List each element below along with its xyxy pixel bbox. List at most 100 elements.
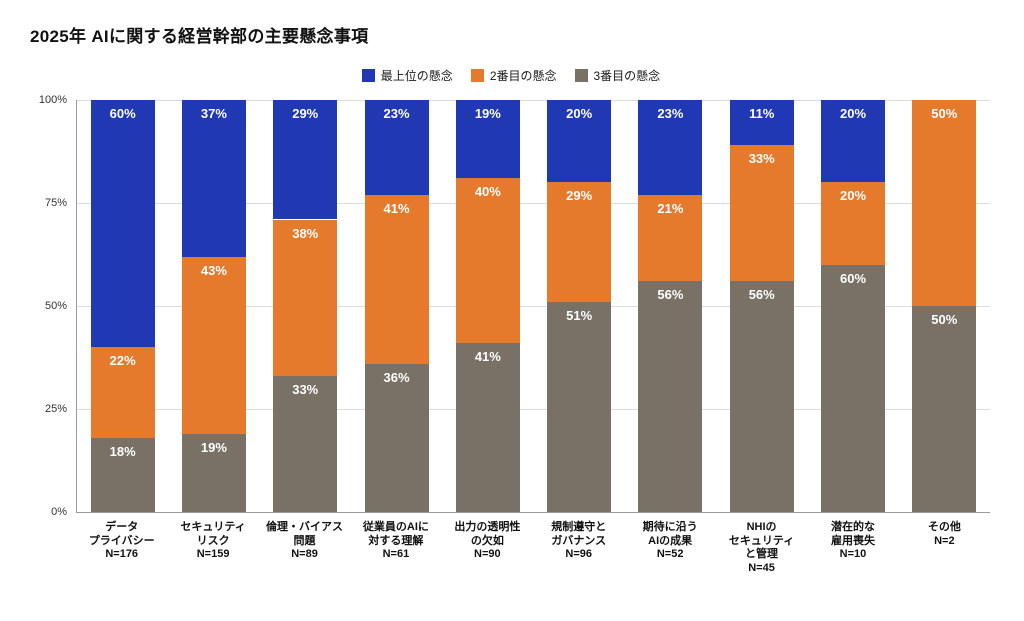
segment-value-label: 51% [566,307,593,323]
x-axis-label-line: N=90 [474,548,501,560]
bar-group: 41% 40% 19% [442,100,533,512]
stacked-bar: 41% 40% 19% [455,100,520,512]
stacked-bar: 60% 20% 20% [821,100,886,512]
x-axis-label: その他 N=2 [899,521,990,575]
bar-segment-top: 29% [273,100,338,220]
segment-value-label: 56% [748,287,775,303]
bar-segment-third: 56% [638,281,703,512]
x-axis-label-line: N=52 [656,548,684,560]
gridline [77,306,990,307]
x-axis-label: 倫理・バイアス 問題 N=89 [259,521,350,575]
segment-value-label: 33% [292,382,319,398]
x-axis-label-line: セキュリティ [728,534,795,547]
segment-value-label: 37% [200,106,227,122]
bar-segment-third: 60% [821,264,886,512]
bar-segment-third: 51% [547,301,612,512]
bars-container: 18% 22% 60% 19% 43% 37% 33% 38% 29% 36% 41% 23% 41% 4… [77,100,990,512]
x-axis-label: データ プライバシー N=176 [76,521,167,575]
segment-value-label: 33% [748,151,775,167]
segment-value-label: 36% [383,369,410,385]
stacked-bar: 19% 43% 37% [181,100,246,512]
bar-segment-second: 41% [364,194,429,364]
legend: 最上位の懸念 2番目の懸念 3番目の懸念 [30,67,992,84]
segment-value-label: 50% [931,106,958,121]
bar-segment-top: 60% [90,100,155,348]
plot-area: 0% 25% 50% 75% 100% 18% 22% 60% 19% 43% 37% 33% 38%… [39,94,990,518]
bar-segment-third: 36% [364,363,429,512]
segment-value-label: 43% [200,262,227,278]
bar-group: 60% 20% 20% [807,100,898,512]
x-axis-label-line: N=61 [382,548,410,560]
legend-swatch [574,69,588,82]
x-axis-label-line: AIの成果 [648,534,693,547]
segment-value-label: 19% [200,439,227,455]
x-axis-label: セキュリティ リスク N=159 [167,521,258,575]
stacked-bar: 33% 38% 29% [273,100,338,512]
gridline [77,100,990,101]
bar-segment-top: 23% [364,100,429,195]
bar-group: 19% 43% 37% [168,100,259,512]
bar-segment-second: 33% [729,145,794,282]
chart-area: 0% 25% 50% 75% 100% 18% 22% 60% 19% 43% 37% 33% 38%… [39,94,990,518]
bar-segment-second: 43% [181,256,246,434]
x-axis-label-line: プライバシー [88,534,155,547]
legend-label: 最上位の懸念 [380,69,453,83]
bar-segment-second: 40% [455,178,520,344]
bar-segment-top: 19% [455,100,520,179]
x-axis-label-line: N=176 [105,548,139,560]
bar-segment-top: 20% [547,100,612,183]
bar-group: 56% 33% 11% [716,100,807,512]
bar-segment-second: 50% [912,100,977,306]
legend-item: 2番目の懸念 [470,67,557,84]
chart-title: 2025年 AIに関する経営幹部の主要懸念事項 [30,27,369,46]
x-axis-label-line: リスク [196,534,230,547]
segment-value-label: 20% [840,188,867,204]
x-axis-label: 出力の透明性 の欠如 N=90 [442,521,533,575]
bar-segment-top: 37% [181,100,246,257]
legend-item: 最上位の懸念 [361,67,453,84]
gridline [77,409,990,410]
legend-swatch [361,69,375,82]
x-axis-label-line: 雇用喪失 [830,534,875,547]
x-axis-label-line: 潜在的な [830,521,875,533]
bar-segment-second: 20% [821,182,886,265]
x-axis-labels: データ プライバシー N=176 セキュリティ リスク N=159 倫理・バイアス 問題 N=8… [76,521,990,575]
segment-value-label: 11% [749,106,775,122]
x-axis-label-line: N=45 [748,561,775,574]
y-axis-tick: 0% [51,506,67,518]
x-axis-label-line: 規制遵守と [551,521,607,533]
segment-value-label: 41% [383,200,410,216]
segment-value-label: 29% [292,106,319,122]
x-axis-label: 従業員のAIに 対する理解 N=61 [350,521,441,575]
legend-swatch [470,69,484,82]
y-axis-tick: 100% [38,94,67,106]
bar-group: 33% 38% 29% [260,100,351,512]
segment-value-label: 22% [109,353,136,369]
x-axis-label: 潜在的な 雇用喪失 N=10 [807,521,898,575]
segment-value-label: 23% [657,106,684,122]
bar-segment-third: 18% [90,437,155,512]
x-axis-label-line: セキュリティ [180,521,246,533]
bar-segment-second: 29% [547,182,612,302]
y-axis-tick: 75% [44,197,67,209]
x-axis-label-line: 問題 [293,534,316,547]
x-axis-label-line: 期待に沿う [642,521,698,533]
stacked-bar: 56% 33% 11% [729,100,794,512]
segment-value-label: 20% [840,106,867,122]
bar-segment-third: 56% [729,281,794,512]
bar-group: 51% 29% 20% [533,100,624,512]
y-axis-tick: 50% [44,300,67,312]
x-axis-label-line: N=10 [839,548,867,560]
x-axis-label: 規制遵守と ガバナンス N=96 [533,521,624,575]
x-axis-label-line: NHIの [746,521,777,533]
segment-value-label: 40% [474,184,501,200]
bar-segment-third: 50% [912,306,977,512]
stacked-bar: 18% 22% 60% [90,100,155,512]
segment-value-label: 23% [383,106,410,122]
segment-value-label: 19% [474,106,501,122]
x-axis-label-line: の欠如 [470,534,504,547]
legend-item: 3番目の懸念 [574,67,660,84]
legend-label: 2番目の懸念 [489,69,557,83]
bar-segment-second: 22% [90,347,155,438]
